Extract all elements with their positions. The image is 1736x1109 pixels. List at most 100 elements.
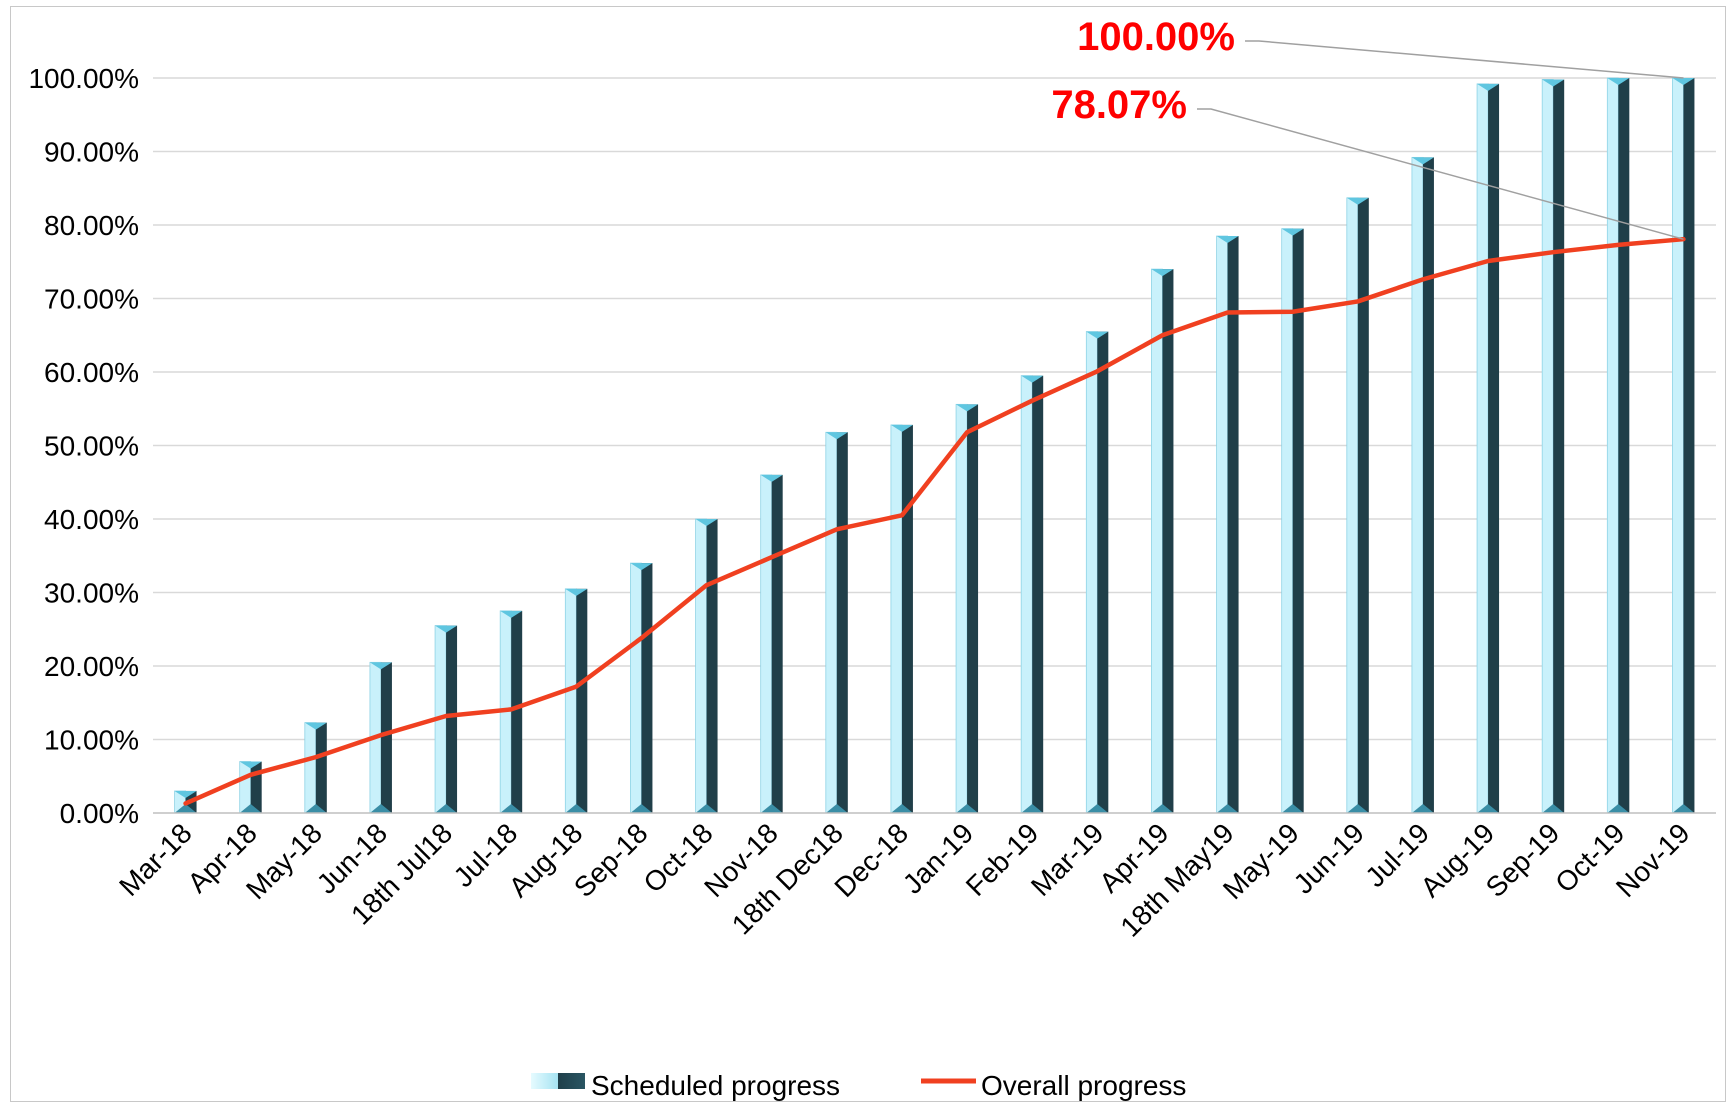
bar-bottom-bevel	[1607, 804, 1630, 813]
bar-face-light	[695, 518, 707, 814]
bar-scheduled-Aug-19	[1476, 83, 1500, 814]
bar-bottom-bevel	[369, 804, 392, 813]
bar-bottom-bevel	[1542, 804, 1565, 813]
bar-bottom-bevel	[174, 804, 197, 813]
y-tick-label: 50.00%	[44, 431, 139, 462]
bar-bottom-bevel	[1151, 804, 1174, 813]
bar-face-light	[890, 424, 903, 814]
bar-bottom-bevel	[890, 804, 913, 813]
bar-bottom-bevel	[630, 804, 653, 813]
bar-face-dark	[380, 662, 392, 813]
bar-face-dark	[1162, 269, 1174, 814]
bar-top-bevel	[1086, 331, 1109, 339]
bar-scheduled-Aug-18	[564, 588, 588, 814]
bar-scheduled-Jun-19	[1346, 197, 1369, 814]
bar-face-dark	[771, 474, 783, 813]
bar-top-bevel	[1607, 78, 1630, 85]
bar-face-light	[825, 431, 838, 814]
y-tick-label: 20.00%	[44, 651, 139, 682]
bar-scheduled-18th May19	[1216, 235, 1239, 814]
bar-scheduled-Dec-18	[890, 424, 913, 814]
bar-top-bevel	[1151, 269, 1174, 277]
bar-scheduled-Oct-19	[1606, 77, 1630, 814]
bar-top-bevel	[1542, 79, 1565, 87]
bar-top-bevel	[1216, 236, 1239, 244]
bar-scheduled-Sep-19	[1541, 79, 1565, 814]
bar-bottom-bevel	[435, 804, 458, 813]
bar-top-bevel	[1281, 228, 1304, 236]
bar-top-bevel	[1411, 157, 1434, 165]
bar-bottom-bevel	[1281, 804, 1304, 813]
gridlines	[153, 77, 1716, 741]
legend-label-scheduled: Scheduled progress	[591, 1070, 840, 1101]
bar-top-bevel	[239, 761, 262, 769]
bar-bottom-bevel	[1346, 804, 1369, 813]
bar-face-light	[1672, 77, 1684, 814]
bar-top-bevel	[825, 432, 848, 440]
bar-scheduled-Sep-18	[630, 562, 653, 814]
bar-face-light	[239, 761, 252, 814]
x-tick-label: Jun-19	[1288, 817, 1370, 899]
bar-face-dark	[641, 563, 653, 813]
bar-bottom-bevel	[1477, 804, 1500, 813]
bar-top-bevel	[174, 790, 197, 798]
y-tick-label: 10.00%	[44, 725, 139, 756]
callout-leader-line	[1245, 40, 1684, 79]
bar-face-dark	[1553, 79, 1565, 814]
bar-scheduled-May-19	[1281, 228, 1304, 814]
bar-scheduled-18th Dec18	[825, 431, 848, 814]
legend-label-overall: Overall progress	[981, 1070, 1186, 1101]
bar-scheduled-Feb-19	[1020, 375, 1044, 814]
x-tick-label: Mar-19	[1025, 817, 1110, 902]
bar-face-dark	[1032, 375, 1044, 813]
callout-label: 100.00%	[1077, 15, 1235, 59]
bar-face-light	[1216, 235, 1228, 814]
bar-scheduled-Apr-18	[239, 761, 262, 814]
y-tick-label: 90.00%	[44, 137, 139, 168]
bar-top-bevel	[956, 404, 979, 412]
bar-face-dark	[1422, 157, 1434, 813]
y-tick-label: 60.00%	[44, 357, 139, 388]
bar-face-dark	[836, 432, 848, 813]
legend-item-overall: Overall progress	[921, 1070, 1186, 1101]
bar-top-bevel	[1346, 197, 1369, 205]
bar-top-bevel	[1021, 375, 1044, 383]
bar-scheduled-Nov-19	[1672, 77, 1695, 814]
bar-face-light	[1411, 156, 1424, 814]
callout-leader-line	[1197, 108, 1684, 240]
bar-face-dark	[901, 424, 913, 813]
bar-bottom-bevel	[695, 804, 718, 813]
x-tick-label: Feb-19	[960, 817, 1045, 902]
y-tick-label: 40.00%	[44, 504, 139, 535]
bar-top-bevel	[1477, 83, 1500, 91]
bar-bottom-bevel	[760, 804, 783, 813]
bar-face-dark	[1683, 78, 1695, 813]
legend-bar-swatch	[531, 1073, 585, 1089]
bar-face-dark	[576, 588, 588, 813]
bar-scheduled-May-18	[304, 722, 327, 814]
bar-face-light	[564, 588, 577, 814]
x-tick-label: Sep-19	[1480, 817, 1566, 903]
bar-bottom-bevel	[1021, 804, 1044, 813]
bar-face-dark	[1097, 331, 1109, 813]
bar-top-bevel	[630, 563, 653, 571]
overall-progress-polyline	[183, 236, 1686, 806]
bar-top-bevel	[565, 588, 588, 596]
bar-scheduled-Jan-19	[955, 403, 979, 814]
bar-bottom-bevel	[239, 804, 262, 813]
bar-top-bevel	[369, 662, 392, 670]
bar-top-bevel	[1672, 78, 1695, 85]
bar-scheduled-Oct-18	[695, 518, 718, 814]
bar-face-light	[1606, 77, 1619, 814]
bar-face-light	[1085, 331, 1098, 814]
bar-bottom-bevel	[1411, 804, 1434, 813]
bar-scheduled-Mar-19	[1085, 331, 1109, 814]
bar-face-dark	[1292, 228, 1304, 814]
bar-bottom-bevel	[500, 804, 523, 813]
bar-scheduled-Jul-19	[1411, 156, 1434, 814]
y-tick-label: 100.00%	[28, 63, 139, 94]
bar-bottom-bevel	[565, 804, 588, 813]
callout-annotations: 100.00% 78.07%	[1051, 15, 1684, 240]
bar-face-dark	[1357, 197, 1369, 813]
